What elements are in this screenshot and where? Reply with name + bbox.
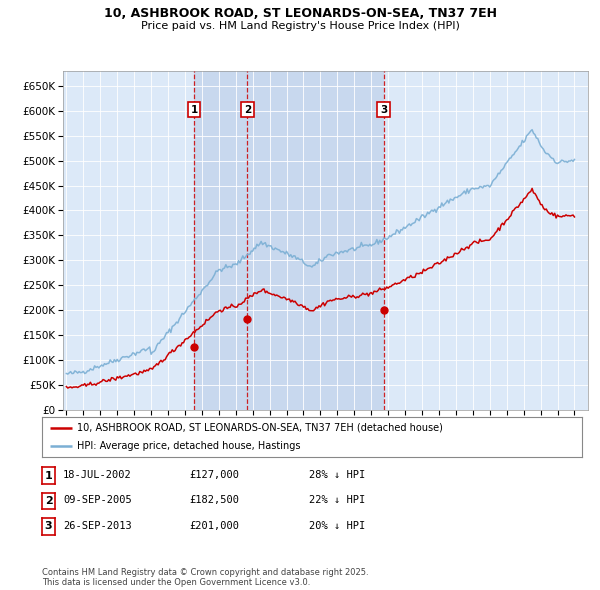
- Text: 10, ASHBROOK ROAD, ST LEONARDS-ON-SEA, TN37 7EH (detached house): 10, ASHBROOK ROAD, ST LEONARDS-ON-SEA, T…: [77, 423, 443, 433]
- Text: £201,000: £201,000: [189, 521, 239, 530]
- Text: 10, ASHBROOK ROAD, ST LEONARDS-ON-SEA, TN37 7EH: 10, ASHBROOK ROAD, ST LEONARDS-ON-SEA, T…: [104, 7, 497, 20]
- Text: 3: 3: [45, 522, 52, 531]
- Text: 26-SEP-2013: 26-SEP-2013: [63, 521, 132, 530]
- Text: 18-JUL-2002: 18-JUL-2002: [63, 470, 132, 480]
- Text: HPI: Average price, detached house, Hastings: HPI: Average price, detached house, Hast…: [77, 441, 301, 451]
- Text: 2: 2: [244, 105, 251, 115]
- Text: Price paid vs. HM Land Registry's House Price Index (HPI): Price paid vs. HM Land Registry's House …: [140, 21, 460, 31]
- Text: 1: 1: [190, 105, 198, 115]
- Text: 1: 1: [45, 471, 52, 480]
- Text: £182,500: £182,500: [189, 496, 239, 505]
- Text: £127,000: £127,000: [189, 470, 239, 480]
- Bar: [194, 71, 247, 410]
- Text: 09-SEP-2005: 09-SEP-2005: [63, 496, 132, 505]
- Text: 20% ↓ HPI: 20% ↓ HPI: [309, 521, 365, 530]
- Text: 2: 2: [45, 496, 52, 506]
- Text: Contains HM Land Registry data © Crown copyright and database right 2025.
This d: Contains HM Land Registry data © Crown c…: [42, 568, 368, 587]
- Text: 3: 3: [380, 105, 387, 115]
- Text: 28% ↓ HPI: 28% ↓ HPI: [309, 470, 365, 480]
- Bar: [247, 71, 383, 410]
- Text: 22% ↓ HPI: 22% ↓ HPI: [309, 496, 365, 505]
